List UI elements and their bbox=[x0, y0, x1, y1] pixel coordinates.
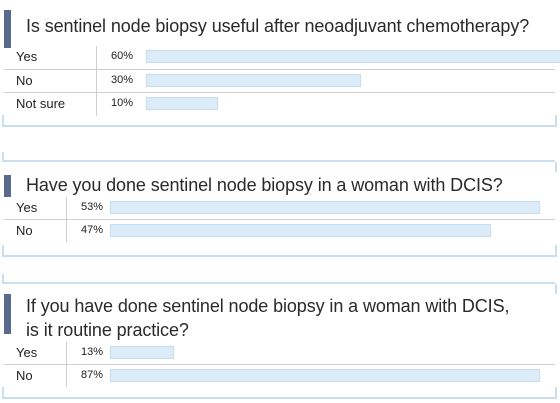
percent-label: 13% bbox=[81, 346, 104, 358]
column-divider bbox=[66, 197, 67, 219]
question-title: Is sentinel node biopsy useful after neo… bbox=[26, 16, 530, 36]
panel-frame-top bbox=[2, 274, 557, 294]
answer-row: No 47% bbox=[4, 219, 555, 242]
question-title: Have you done sentinel node biopsy in a … bbox=[26, 175, 503, 195]
question-accent-bar bbox=[4, 175, 11, 197]
panel-frame-top bbox=[2, 152, 557, 172]
column-divider bbox=[96, 46, 97, 69]
answer-row: Yes 53% bbox=[4, 197, 555, 219]
result-bar bbox=[110, 224, 491, 237]
result-bar bbox=[146, 74, 361, 87]
percent-label: 10% bbox=[111, 97, 134, 109]
answer-label: No bbox=[16, 368, 33, 383]
answer-label: Yes bbox=[16, 49, 38, 64]
result-bar bbox=[110, 201, 540, 214]
answer-label: No bbox=[16, 223, 33, 238]
column-divider bbox=[66, 342, 67, 364]
percent-label: 53% bbox=[81, 201, 104, 213]
answer-row: No 87% bbox=[4, 364, 555, 387]
column-divider bbox=[66, 220, 67, 242]
percent-label: 87% bbox=[81, 369, 104, 381]
question-accent-bar bbox=[4, 294, 11, 334]
answer-label: Yes bbox=[16, 345, 38, 360]
result-bar bbox=[146, 50, 560, 63]
panel-frame-bottom bbox=[2, 115, 557, 127]
column-divider bbox=[96, 70, 97, 93]
column-divider bbox=[96, 93, 97, 116]
column-divider bbox=[66, 365, 67, 387]
answer-label: Yes bbox=[16, 200, 38, 215]
percent-label: 47% bbox=[81, 224, 104, 236]
question-title: If you have done sentinel node biopsy in… bbox=[26, 296, 510, 340]
result-bar bbox=[146, 97, 218, 110]
answer-row: No 30% bbox=[4, 69, 555, 93]
answer-row: Yes 60% bbox=[4, 46, 560, 69]
answer-row: Not sure 10% bbox=[4, 92, 555, 116]
panel-frame-bottom bbox=[2, 245, 557, 257]
answer-label: No bbox=[16, 73, 33, 88]
answer-label: Not sure bbox=[16, 96, 66, 111]
result-bar bbox=[110, 369, 540, 382]
question-accent-bar bbox=[4, 10, 11, 48]
answer-row: Yes 13% bbox=[4, 342, 555, 364]
panel-frame-bottom bbox=[2, 387, 557, 399]
percent-label: 30% bbox=[111, 74, 134, 86]
percent-label: 60% bbox=[111, 50, 134, 62]
result-bar bbox=[110, 346, 174, 359]
